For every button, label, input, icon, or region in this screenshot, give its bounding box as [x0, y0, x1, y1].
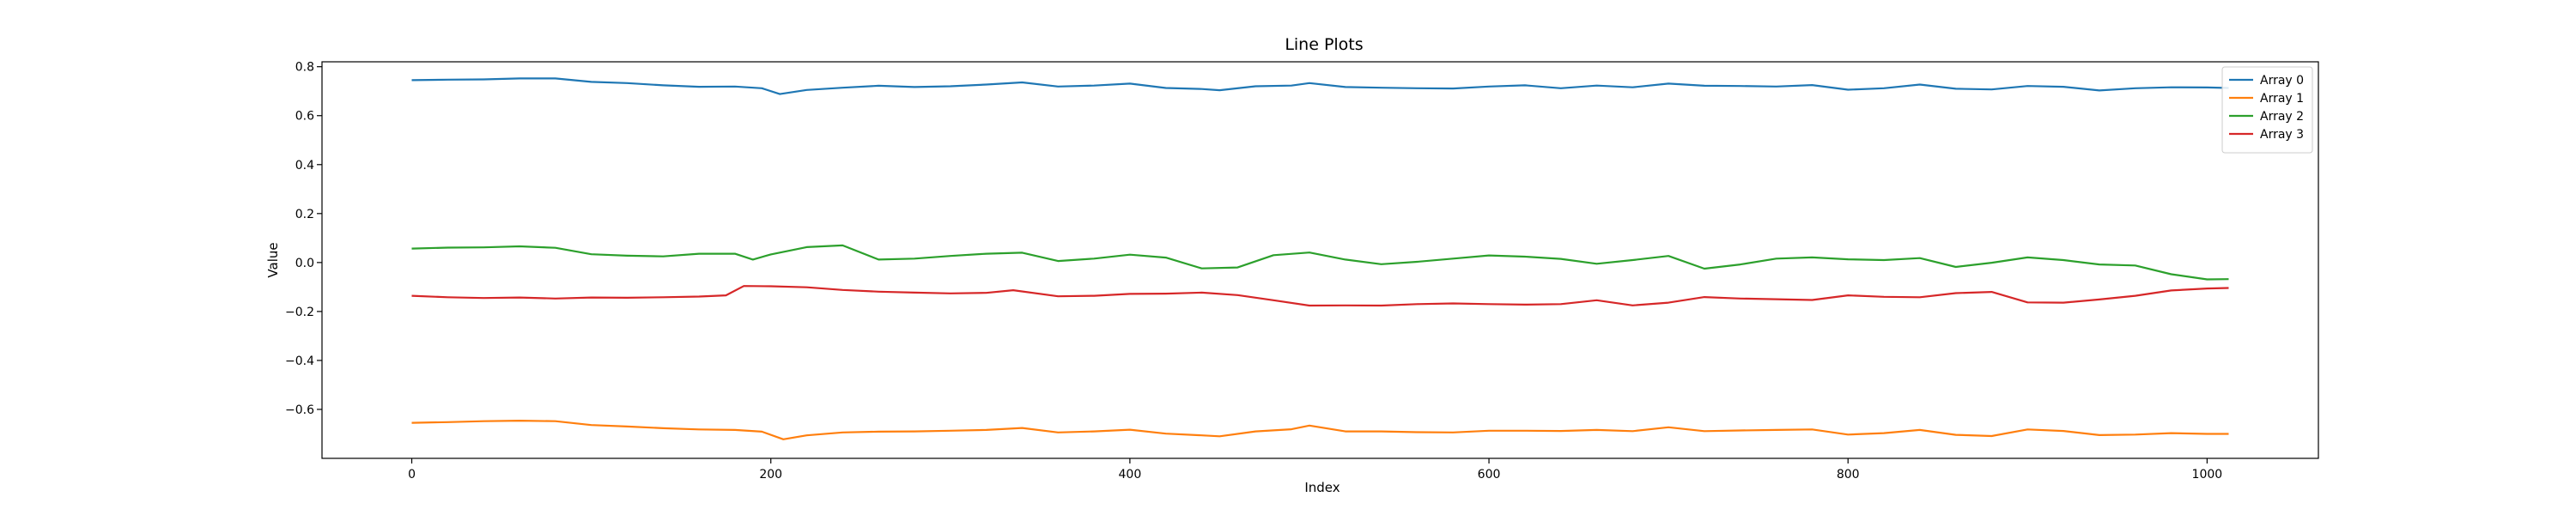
y-tick-label: 0.2	[295, 208, 314, 221]
legend-label: Array 1	[2260, 92, 2304, 106]
y-axis-label: Value	[265, 242, 281, 277]
series-line	[411, 285, 2229, 307]
x-axis: 0 200 400 600 800 1000	[408, 458, 2222, 482]
legend-label: Array 3	[2260, 128, 2304, 142]
y-tick-label: 0.8	[295, 61, 314, 75]
x-tick-label: 400	[1119, 468, 1142, 482]
y-tick-label: 0.6	[295, 110, 314, 124]
y-tick-label: 0.0	[295, 257, 314, 270]
y-tick-label: 0.4	[295, 159, 314, 173]
chart-title: Line Plots	[1285, 35, 1363, 54]
series-lines	[411, 77, 2229, 440]
y-tick-label: −0.2	[285, 306, 314, 319]
y-tick-label: −0.6	[285, 403, 314, 417]
legend-label: Array 2	[2260, 110, 2304, 124]
series-line	[411, 244, 2229, 281]
x-tick-label: 1000	[2192, 468, 2223, 482]
x-tick-label: 200	[759, 468, 782, 482]
x-tick-label: 0	[408, 468, 416, 482]
legend: Array 0 Array 1 Array 2 Array 3	[2221, 66, 2313, 154]
legend-label: Array 0	[2260, 74, 2304, 88]
x-tick-label: 600	[1478, 468, 1501, 482]
plot-area	[321, 61, 2319, 459]
y-axis: −0.6 −0.4 −0.2 0.0 0.2 0.4 0.6 0.8	[285, 61, 322, 417]
legend-box	[2221, 66, 2313, 154]
y-tick-label: −0.4	[285, 354, 314, 368]
series-line	[411, 77, 2229, 95]
x-axis-label: Index	[1304, 480, 1340, 495]
series-line	[411, 420, 2229, 440]
x-tick-label: 800	[1837, 468, 1860, 482]
